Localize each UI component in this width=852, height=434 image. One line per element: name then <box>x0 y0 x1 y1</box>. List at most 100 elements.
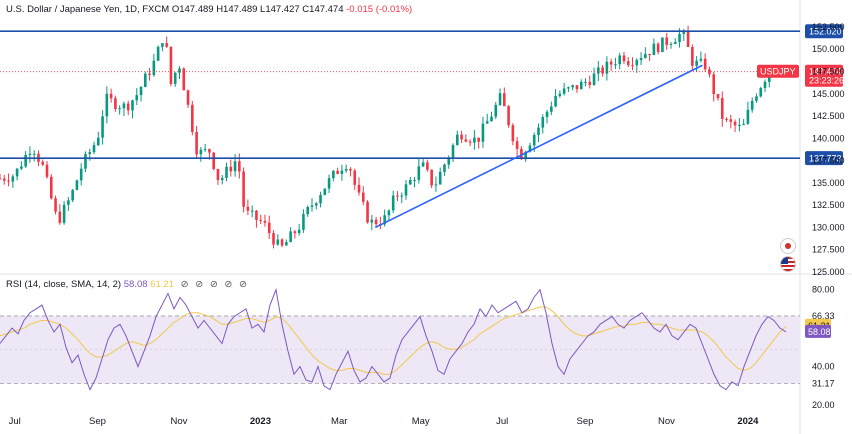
candle-body <box>84 154 87 169</box>
candle-body <box>49 176 53 199</box>
candle-body <box>648 53 651 56</box>
candle-body <box>186 90 190 105</box>
candle-body <box>28 153 32 155</box>
candle-body <box>191 104 194 132</box>
candle-body <box>443 164 446 172</box>
candle-body <box>528 145 532 152</box>
candle-body <box>250 210 254 212</box>
rsi-header: RSI (14, close, SMA, 14, 2) 58.08 61.21 … <box>6 279 247 290</box>
candle-body <box>314 203 318 206</box>
current-price-label: 147.474 <box>809 67 842 77</box>
candle-body <box>400 195 404 197</box>
candle-body <box>558 93 562 97</box>
candle-body <box>105 93 109 117</box>
candle-body <box>302 214 305 230</box>
candle-body <box>383 215 386 225</box>
horizontal-line-label: 137.773 <box>809 154 842 164</box>
candle-body <box>182 68 186 91</box>
candle-body <box>515 141 519 149</box>
candle-body <box>729 119 733 122</box>
candle-body <box>524 151 527 160</box>
us-flag-icon[interactable] <box>780 256 796 272</box>
candle-body <box>71 189 74 201</box>
candle-body <box>267 222 271 234</box>
candle-body <box>473 137 476 143</box>
candle-body <box>387 210 391 216</box>
candle-body <box>562 88 566 94</box>
candle-body <box>691 46 694 66</box>
candle-body <box>537 127 540 136</box>
candle-body <box>272 233 275 245</box>
x-tick-label: Nov <box>658 416 675 427</box>
candle-body <box>255 210 258 220</box>
candle-body <box>498 93 502 105</box>
candle-body <box>391 195 395 211</box>
candle-body <box>635 60 639 66</box>
candle-body <box>426 162 429 170</box>
eye-off-icon[interactable]: ⊘ <box>239 279 247 290</box>
candle-body <box>238 161 241 172</box>
candle-body <box>165 43 168 47</box>
candle-body <box>361 192 365 202</box>
candle-body <box>336 170 339 174</box>
x-tick-label: Sep <box>89 416 106 427</box>
symbol-tag <box>757 64 799 78</box>
countdown-label: 23:23:26 <box>809 76 844 86</box>
symbol-name[interactable]: U.S. Dollar / Japanese Yen, 1D, FXCM <box>6 4 170 15</box>
x-tick-label: Sep <box>577 416 594 427</box>
candle-body <box>550 106 553 112</box>
eye-off-icon[interactable]: ⊘ <box>209 279 218 290</box>
candle-body <box>131 100 134 111</box>
candle-body <box>430 169 433 186</box>
rsi-value-tag <box>805 324 831 338</box>
candle-body <box>656 43 660 53</box>
candle-body <box>413 179 416 181</box>
candle-body <box>246 206 250 211</box>
candle-body <box>494 104 498 117</box>
price-tick-label: 135.000 <box>812 178 845 188</box>
horizontal-line-price-tag <box>805 151 843 166</box>
candle-body <box>451 144 455 158</box>
candle-body <box>225 166 228 178</box>
candle-body <box>592 73 596 85</box>
candle-body <box>32 153 36 155</box>
candle-body <box>742 123 745 125</box>
candle-body <box>579 81 583 90</box>
candle-body <box>357 184 361 193</box>
price-tick-label: 152.500 <box>812 22 845 32</box>
x-tick-label: Mar <box>331 416 347 427</box>
candle-body <box>421 162 425 167</box>
candle-body <box>682 31 686 34</box>
candle-body <box>41 161 45 165</box>
japan-flag-icon[interactable] <box>780 238 796 254</box>
eye-off-icon[interactable]: ⊘ <box>195 279 204 290</box>
candle-body <box>720 98 724 119</box>
rsi-label[interactable]: RSI (14, close, SMA, 14, 2) <box>6 279 122 290</box>
rsi-value: 58.08 <box>123 279 148 290</box>
candle-body <box>75 180 79 190</box>
x-tick-label: Jul <box>496 416 508 427</box>
candle-body <box>327 178 331 189</box>
candle-body <box>114 98 117 109</box>
candle-body <box>62 204 66 223</box>
candle-body <box>588 81 592 85</box>
candle-body <box>118 108 121 110</box>
price-tick-label: 147.500 <box>812 66 845 76</box>
eye-off-icon[interactable]: ⊘ <box>180 279 189 290</box>
candle-body <box>503 93 506 107</box>
candle-body <box>614 64 617 66</box>
candle-body <box>404 184 408 196</box>
candle-body <box>417 166 421 180</box>
candle-body <box>481 123 485 142</box>
rsi-sma-value: 61.21 <box>150 279 174 290</box>
candle-body <box>626 61 630 66</box>
candle-body <box>344 168 348 171</box>
candle-body <box>460 134 463 140</box>
rsi-tick-label: 80.00 <box>812 285 835 295</box>
candle-body <box>669 43 673 45</box>
candle-body <box>280 239 284 246</box>
candle-body <box>276 239 280 245</box>
eye-off-icon[interactable]: ⊘ <box>224 279 233 290</box>
candle-body <box>366 201 369 223</box>
